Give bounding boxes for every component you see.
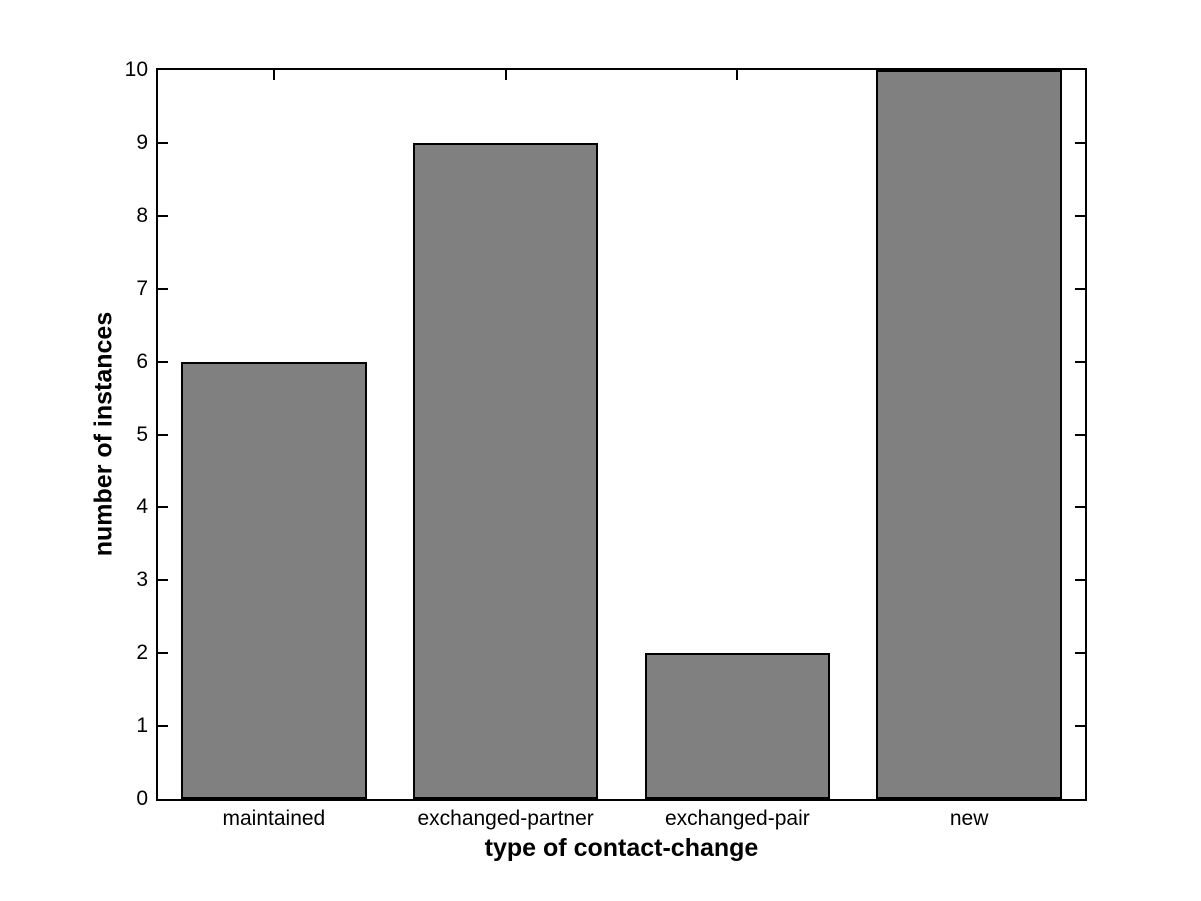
y-tick: [158, 652, 168, 655]
x-tick-label: exchanged-partner: [417, 807, 594, 830]
x-tick-top: [504, 70, 507, 80]
x-tick-top: [272, 70, 275, 80]
y-tick-right: [1075, 725, 1085, 728]
x-tick-label: exchanged-pair: [664, 807, 810, 830]
y-tick-right: [1075, 506, 1085, 509]
y-tick-right: [1075, 433, 1085, 436]
y-tick-label: 9: [136, 130, 148, 154]
y-tick: [158, 579, 168, 582]
y-tick: [158, 433, 168, 436]
y-tick-right: [1075, 652, 1085, 655]
y-tick-label: 5: [136, 422, 148, 446]
y-tick: [158, 141, 168, 144]
y-axis-label: number of instances: [89, 311, 118, 557]
y-tick-label: 2: [136, 641, 148, 665]
y-tick: [158, 287, 168, 290]
y-tick-right: [1075, 360, 1085, 363]
y-tick: [158, 360, 168, 363]
y-tick-label: 6: [136, 349, 148, 373]
y-tick: [158, 214, 168, 217]
x-axis-label: type of contact-change: [484, 834, 759, 862]
y-tick-label: 1: [136, 714, 148, 738]
y-tick-label: 7: [136, 276, 148, 300]
bar-maintained: [181, 361, 367, 799]
y-tick-label: 4: [136, 495, 148, 519]
bar-new: [876, 70, 1062, 799]
y-tick-label: 10: [124, 58, 148, 81]
y-tick: [158, 725, 168, 728]
bar-exchanged-partner: [412, 142, 599, 799]
y-tick-right: [1075, 141, 1085, 144]
y-tick-label: 3: [136, 568, 148, 592]
y-tick-right: [1075, 214, 1085, 217]
x-tick-label: new: [949, 807, 989, 830]
plot-area: 0 1 2 3 4 5 6 7 8 9 10 maintained exchanged-partner e…: [125, 58, 1087, 830]
y-tick-label: 8: [136, 203, 148, 227]
bar-exchanged-pair: [644, 653, 831, 799]
x-tick-top: [736, 70, 739, 80]
x-tick-label: maintained: [222, 807, 326, 830]
y-tick-label: 0: [136, 787, 148, 810]
y-tick: [158, 506, 168, 509]
y-tick-right: [1075, 287, 1085, 290]
y-tick-right: [1075, 579, 1085, 582]
